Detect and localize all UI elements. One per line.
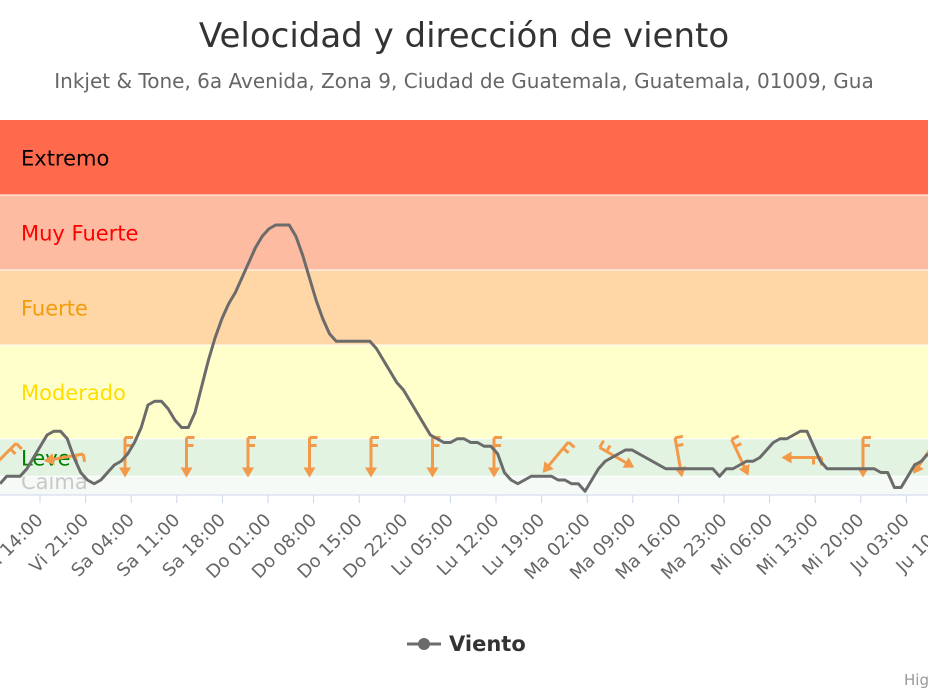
- wind-arrow-head: [180, 467, 193, 478]
- credits[interactable]: Hig: [904, 671, 928, 689]
- wind-arrow-head: [426, 467, 439, 478]
- wind-barb: [730, 434, 740, 441]
- wind-barb: [598, 439, 605, 449]
- band-muy-fuerte: [0, 195, 928, 270]
- chart-subtitle: Inkjet & Tone, 6a Avenida, Zona 9, Ciuda…: [54, 69, 873, 93]
- wind-barb: [562, 447, 570, 454]
- wind-arrow-head: [242, 467, 254, 478]
- legend-symbol-marker: [418, 638, 430, 650]
- wind-arrow: [0, 442, 23, 472]
- wind-arrow: [542, 441, 576, 473]
- band-fuerte: [0, 270, 928, 345]
- wind-arrow-head: [542, 461, 554, 473]
- band-label: Fuerte: [21, 297, 88, 321]
- wind-arrow: [730, 434, 750, 476]
- wind-arrow: [365, 436, 379, 478]
- wind-arrow-head: [119, 467, 131, 478]
- wind-arrow: [180, 436, 195, 478]
- wind-arrow: [242, 436, 256, 478]
- wind-barb: [674, 434, 684, 440]
- wind-barb: [81, 453, 87, 463]
- wind-arrow: [303, 436, 318, 478]
- wind-arrow-head: [303, 467, 316, 478]
- wind-barb: [734, 442, 742, 448]
- wind-arrow-head: [365, 467, 377, 478]
- band-label: Moderado: [21, 381, 126, 405]
- wind-barb: [9, 447, 17, 456]
- wind-arrow-head: [622, 457, 635, 468]
- chart-title: Velocidad y dirección de viento: [199, 16, 729, 56]
- wind-arrow-head: [781, 451, 792, 464]
- wind-arrow-shaft: [0, 442, 18, 472]
- wind-arrow-head: [738, 464, 750, 476]
- legend[interactable]: Viento: [407, 632, 526, 656]
- band-moderado: [0, 345, 928, 439]
- wind-barb: [676, 442, 684, 448]
- band-label: Extremo: [21, 147, 109, 171]
- band-label: Muy Fuerte: [21, 222, 138, 246]
- band-calma: [0, 476, 928, 495]
- wind-barb: [567, 441, 576, 449]
- wind-arrow: [488, 436, 502, 478]
- wind-arrow-head: [488, 467, 500, 478]
- band-extremo: [0, 120, 928, 195]
- wind-barb: [605, 444, 612, 453]
- wind-barb: [15, 442, 23, 451]
- series-line-viento: [0, 223, 928, 493]
- band-leve: [0, 438, 928, 477]
- wind-arrow-head: [43, 453, 55, 466]
- legend-item-viento[interactable]: Viento: [449, 632, 526, 656]
- wind-arrow: [598, 439, 635, 468]
